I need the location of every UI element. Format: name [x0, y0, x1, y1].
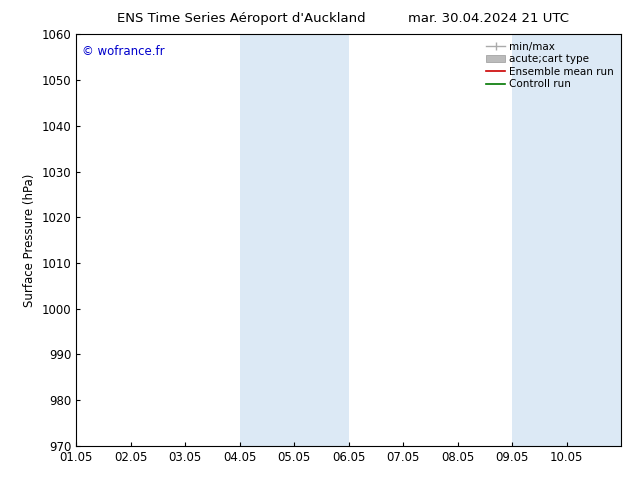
Y-axis label: Surface Pressure (hPa): Surface Pressure (hPa)	[23, 173, 36, 307]
Text: ENS Time Series Aéroport d'Auckland: ENS Time Series Aéroport d'Auckland	[117, 12, 365, 25]
Bar	[567, 34, 621, 446]
Text: © wofrance.fr: © wofrance.fr	[82, 45, 164, 58]
Bar	[512, 34, 567, 446]
Text: mar. 30.04.2024 21 UTC: mar. 30.04.2024 21 UTC	[408, 12, 569, 25]
Bar	[240, 34, 294, 446]
Bar	[294, 34, 349, 446]
Legend: min/max, acute;cart type, Ensemble mean run, Controll run: min/max, acute;cart type, Ensemble mean …	[484, 40, 616, 92]
